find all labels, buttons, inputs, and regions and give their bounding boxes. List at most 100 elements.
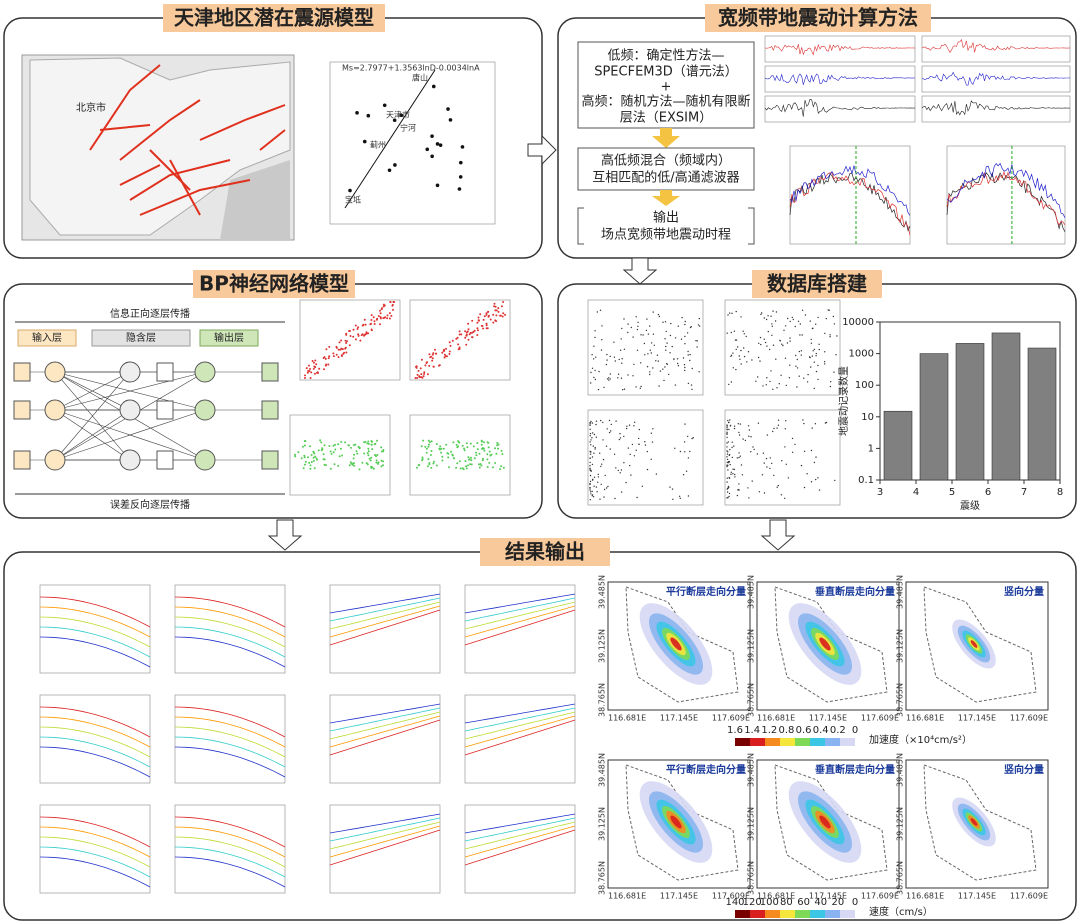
dot bbox=[818, 489, 821, 491]
dot bbox=[434, 348, 436, 351]
curve bbox=[174, 606, 286, 638]
dot bbox=[500, 449, 503, 452]
dot bbox=[426, 361, 428, 364]
contour bbox=[970, 640, 978, 648]
dot bbox=[304, 374, 306, 377]
dot bbox=[686, 332, 689, 334]
dot bbox=[664, 366, 666, 368]
y-axis-label: 地震动记录数量 bbox=[837, 366, 850, 436]
layer-label: 隐含层 bbox=[126, 331, 156, 344]
dot bbox=[630, 474, 632, 476]
dot bbox=[592, 496, 595, 498]
colorbar-cell bbox=[825, 910, 840, 918]
dot bbox=[308, 370, 311, 373]
dot bbox=[608, 419, 611, 422]
dot bbox=[349, 335, 352, 337]
dot bbox=[422, 375, 425, 378]
dot bbox=[368, 457, 371, 460]
dot bbox=[748, 435, 750, 437]
dot bbox=[303, 463, 306, 466]
dot bbox=[784, 497, 786, 499]
dot bbox=[784, 357, 787, 359]
lon-label: 116.681E bbox=[757, 892, 795, 901]
dot bbox=[303, 454, 306, 457]
dot bbox=[733, 427, 736, 430]
dot bbox=[340, 354, 343, 357]
dot bbox=[738, 488, 740, 491]
dot bbox=[698, 325, 701, 327]
dot bbox=[376, 453, 379, 456]
dot bbox=[766, 466, 768, 468]
dot bbox=[726, 456, 728, 458]
bp-label: 误差反向逐层传播 bbox=[110, 498, 190, 511]
dot bbox=[681, 316, 683, 319]
dot bbox=[348, 330, 351, 332]
node bbox=[119, 399, 141, 421]
dot bbox=[759, 336, 762, 339]
dot bbox=[629, 464, 631, 467]
dot bbox=[425, 451, 428, 454]
edge bbox=[54, 371, 131, 411]
colorbar-tick: 1.6 bbox=[727, 725, 743, 736]
dot bbox=[684, 343, 686, 345]
dot bbox=[384, 316, 387, 319]
title-bg bbox=[705, 4, 931, 32]
dot bbox=[476, 442, 479, 445]
curve bbox=[464, 593, 576, 614]
dot bbox=[662, 368, 664, 370]
dot bbox=[426, 373, 429, 376]
dot bbox=[801, 334, 803, 336]
dot bbox=[502, 466, 505, 469]
dot bbox=[361, 324, 364, 327]
dot bbox=[742, 438, 744, 440]
dot bbox=[337, 443, 340, 446]
dot bbox=[497, 443, 500, 446]
dot bbox=[767, 315, 769, 317]
dot bbox=[370, 319, 373, 321]
dot bbox=[481, 447, 483, 450]
dot bbox=[386, 314, 389, 317]
dot bbox=[596, 311, 598, 313]
colorbar-cell bbox=[810, 910, 825, 918]
dot bbox=[500, 305, 503, 308]
curve bbox=[174, 836, 286, 868]
dot bbox=[312, 459, 315, 462]
dot bbox=[770, 315, 772, 317]
dot bbox=[591, 437, 593, 439]
dot bbox=[312, 456, 315, 459]
dot bbox=[664, 321, 667, 323]
colorbar-tick: 80 bbox=[780, 897, 793, 908]
dot bbox=[314, 455, 317, 458]
flow-arrow bbox=[527, 134, 557, 166]
dot bbox=[798, 350, 801, 353]
dot bbox=[644, 441, 646, 443]
dot bbox=[304, 460, 307, 463]
curve bbox=[464, 609, 576, 646]
trace bbox=[764, 73, 916, 85]
dot bbox=[480, 439, 483, 442]
dot bbox=[666, 342, 668, 344]
plot-frame bbox=[724, 299, 841, 396]
point-label: 唐山 bbox=[412, 73, 428, 83]
dot bbox=[349, 461, 352, 464]
plot-frame bbox=[39, 804, 151, 894]
dot bbox=[633, 455, 636, 457]
dot bbox=[352, 457, 355, 460]
dot bbox=[728, 476, 730, 479]
contour bbox=[970, 818, 978, 826]
dot bbox=[382, 460, 385, 463]
node bbox=[261, 362, 279, 382]
plot-frame bbox=[764, 35, 916, 63]
plot-frame bbox=[464, 584, 576, 674]
dot bbox=[589, 480, 592, 483]
dot bbox=[440, 451, 443, 454]
dot bbox=[594, 369, 596, 372]
dot bbox=[684, 369, 686, 372]
lat-label: 39.125N bbox=[598, 629, 607, 663]
dot bbox=[473, 329, 476, 332]
colorbar-tick: 0.2 bbox=[830, 725, 846, 736]
dot bbox=[786, 342, 789, 344]
dot bbox=[380, 450, 383, 453]
dot bbox=[674, 384, 677, 386]
dot bbox=[338, 455, 341, 458]
